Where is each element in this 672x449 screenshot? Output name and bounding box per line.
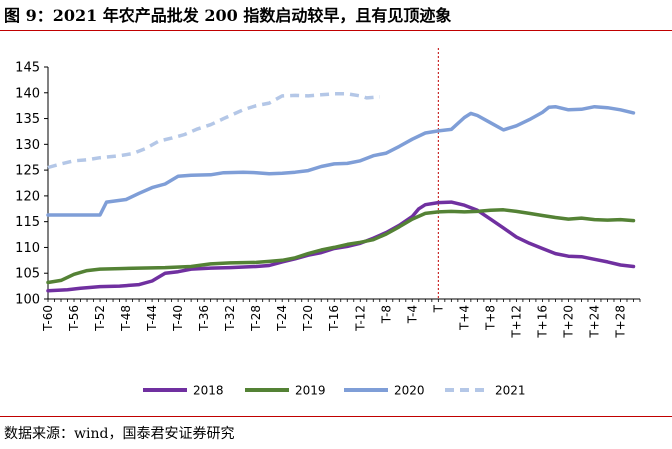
x-tick-label: T-8 <box>379 305 393 324</box>
y-tick-label: 110 <box>15 241 40 256</box>
x-tick-label: T+16 <box>535 305 549 339</box>
axis-layer: 100 105 110 115 120 125 130 135 140 145 T-60 T-56 T-… <box>15 48 641 339</box>
x-tick-label: T-24 <box>275 305 289 332</box>
series-line-2020 <box>46 104 636 217</box>
x-tick-label: T+20 <box>561 305 575 339</box>
y-tick-label: 140 <box>15 86 40 101</box>
line-chart: 100 105 110 115 120 125 130 135 140 145 T-60 T-56 T-… <box>15 48 641 398</box>
legend-label-2021: 2021 <box>495 384 526 398</box>
x-tick-label: T-52 <box>93 305 107 332</box>
legend-label-2019: 2019 <box>295 384 326 398</box>
source-note: 数据来源：wind，国泰君安证券研究 <box>4 426 235 442</box>
y-tick-label: 145 <box>15 61 40 76</box>
legend-label-2018: 2018 <box>193 384 224 398</box>
source-rule <box>0 416 672 417</box>
x-tick-label: T+8 <box>483 305 497 331</box>
x-tick-label: T-56 <box>67 305 81 332</box>
series-line-2021 <box>47 92 380 170</box>
x-tick-label: T-16 <box>327 305 341 332</box>
x-tick-label: T-40 <box>171 305 185 332</box>
x-tick-label: T-44 <box>145 305 159 332</box>
y-tick-label: 105 <box>15 267 40 282</box>
title-rule <box>0 30 672 31</box>
x-tick-label: T-20 <box>301 305 315 332</box>
x-tick-label: T <box>431 304 445 313</box>
x-tick-label: T-32 <box>223 305 237 332</box>
y-tick-label: 130 <box>15 138 40 153</box>
y-tick-label: 125 <box>15 164 40 179</box>
y-tick-label: 115 <box>15 215 40 230</box>
x-tick-label: T+28 <box>613 305 627 339</box>
x-tick-label: T-60 <box>41 305 55 332</box>
x-tick-label: T+12 <box>509 305 523 339</box>
x-tick-label: T+24 <box>587 305 601 339</box>
x-tick-label: T-28 <box>249 305 263 332</box>
legend: 2018 2019 2020 2021 <box>143 384 526 398</box>
legend-label-2020: 2020 <box>394 384 425 398</box>
x-tick-label: T-48 <box>119 305 133 332</box>
x-tick-label: T-12 <box>353 305 367 332</box>
y-tick-label: 135 <box>15 112 40 127</box>
series-layer <box>46 92 636 293</box>
y-tick-label: 100 <box>15 293 40 308</box>
series-line-2019 <box>46 208 636 285</box>
x-tick-label: T-4 <box>405 305 419 324</box>
x-tick-label: T+4 <box>457 305 471 331</box>
chart-title: 图 9：2021 年农产品批发 200 指数启动较早，且有见顶迹象 <box>4 6 452 25</box>
y-tick-label: 120 <box>15 189 40 204</box>
x-tick-label: T-36 <box>197 305 211 332</box>
